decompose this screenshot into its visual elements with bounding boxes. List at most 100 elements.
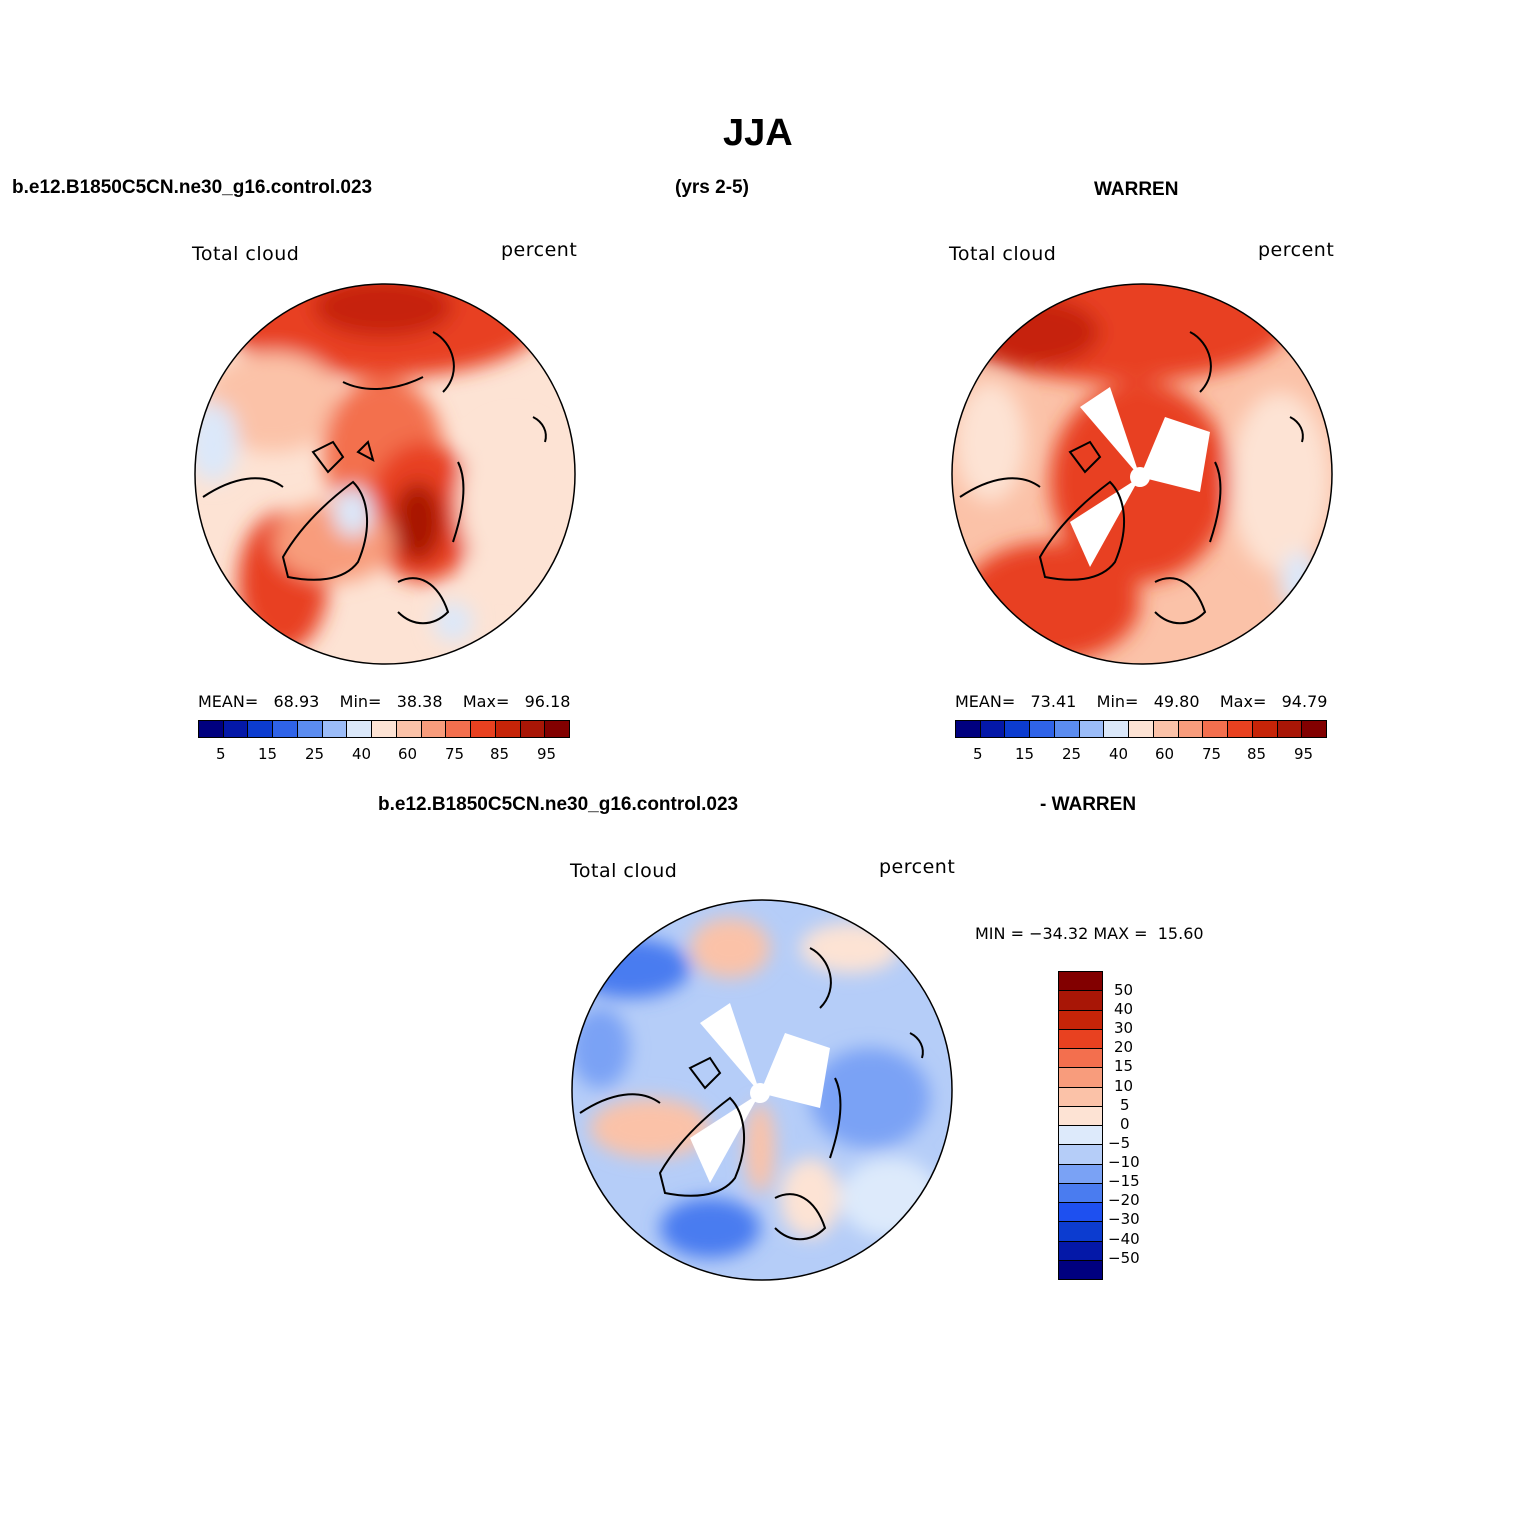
panel-model-stats: MEAN= 68.93 Min= 38.38 Max= 96.18: [198, 692, 570, 711]
colorbar-tick: 60: [398, 745, 418, 763]
colorbar-swatch: [1059, 991, 1102, 1011]
colorbar-swatch: [1059, 1010, 1102, 1030]
colorbar-swatch: [1059, 1029, 1102, 1049]
colorbar-swatch: [1203, 721, 1229, 737]
colorbar-tick: 25: [1062, 745, 1082, 763]
header-left-case: b.e12.B1850C5CN.ne30_g16.control.023: [12, 177, 373, 198]
colorbar-tick: −50: [1108, 1249, 1140, 1267]
colorbar-swatch: [1059, 1183, 1102, 1203]
panel-model-colorbar-ticks: 5 15 25 40 60 75 85 95: [198, 745, 570, 765]
colorbar-tick: 40: [352, 745, 372, 763]
colorbar-swatch: [1059, 1241, 1102, 1261]
colorbar-tick: 15: [1015, 745, 1035, 763]
colorbar-swatch: [1059, 1106, 1102, 1126]
colorbar-tick: −40: [1108, 1230, 1140, 1248]
diff-header-case: b.e12.B1850C5CN.ne30_g16.control.023: [378, 794, 739, 815]
header-years: (yrs 2-5): [675, 177, 749, 198]
colorbar-swatch: [1059, 1260, 1102, 1279]
colorbar-swatch: [471, 721, 496, 737]
colorbar-tick: 15: [258, 745, 278, 763]
diff-header-obs: - WARREN: [1040, 794, 1137, 815]
panel-obs-min-value: 49.80: [1153, 692, 1200, 711]
panel-model-variable: Total cloud: [192, 243, 300, 265]
panel-obs-stats: MEAN= 73.41 Min= 49.80 Max= 94.79: [955, 692, 1327, 711]
colorbar-tick: 95: [1294, 745, 1314, 763]
colorbar-tick: 20: [1114, 1038, 1134, 1056]
colorbar-swatch: [545, 721, 570, 737]
colorbar-tick: 10: [1114, 1077, 1134, 1095]
colorbar-tick: 40: [1109, 745, 1129, 763]
colorbar-tick: 85: [490, 745, 510, 763]
colorbar-swatch: [495, 721, 521, 737]
colorbar-swatch: [223, 721, 249, 737]
colorbar-tick: 5: [1120, 1096, 1130, 1114]
panel-model-min-value: 38.38: [396, 692, 443, 711]
panel-obs-max-label: Max=: [1219, 692, 1267, 711]
colorbar-swatch: [1059, 1126, 1102, 1146]
colorbar-swatch: [372, 721, 397, 737]
colorbar-swatch: [1277, 721, 1303, 737]
colorbar-tick: 60: [1155, 745, 1175, 763]
panel-obs-max-value: 94.79: [1281, 692, 1328, 711]
colorbar-tick: 75: [445, 745, 465, 763]
panel-diff-polar-map: [571, 899, 953, 1281]
colorbar-swatch: [199, 721, 224, 737]
colorbar-swatch: [1129, 721, 1154, 737]
colorbar-swatch: [396, 721, 422, 737]
panel-model-colorbar: [198, 720, 570, 738]
colorbar-swatch: [1030, 721, 1055, 737]
colorbar-swatch: [1104, 721, 1130, 737]
colorbar-swatch: [248, 721, 274, 737]
colorbar-tick: −5: [1108, 1134, 1131, 1152]
colorbar-swatch: [297, 721, 323, 737]
colorbar-tick: 75: [1202, 745, 1222, 763]
panel-model-polar-map: [194, 283, 576, 665]
panel-model-min-label: Min=: [339, 692, 382, 711]
colorbar-swatch: [1054, 721, 1080, 737]
colorbar-swatch: [1252, 721, 1278, 737]
colorbar-tick: 85: [1247, 745, 1267, 763]
colorbar-tick: 5: [973, 745, 983, 763]
panel-diff-colorbar-ticks: 50 40 30 20 15 10 5 0 −5 −10 −15 −20 −30…: [1108, 981, 1168, 1281]
colorbar-tick: 50: [1114, 981, 1134, 999]
panel-diff-units: percent: [879, 856, 956, 878]
colorbar-tick: −10: [1108, 1153, 1140, 1171]
panel-diff-minmax: MIN = −34.32 MAX = 15.60: [975, 924, 1204, 943]
panel-model-units: percent: [501, 239, 578, 261]
colorbar-swatch: [1059, 1145, 1102, 1165]
colorbar-tick: −30: [1108, 1210, 1140, 1228]
colorbar-tick: −20: [1108, 1191, 1140, 1209]
colorbar-swatch: [421, 721, 447, 737]
panel-model-max-value: 96.18: [524, 692, 571, 711]
colorbar-swatch: [1079, 721, 1105, 737]
colorbar-swatch: [1059, 1068, 1102, 1088]
panel-diff-variable: Total cloud: [570, 860, 678, 882]
colorbar-swatch: [1302, 721, 1327, 737]
panel-model-max-label: Max=: [462, 692, 510, 711]
panel-obs-mean-value: 73.41: [1030, 692, 1077, 711]
panel-obs-mean-label: MEAN=: [955, 692, 1016, 711]
colorbar-swatch: [1059, 1203, 1102, 1223]
panel-obs-colorbar-ticks: 5 15 25 40 60 75 85 95: [955, 745, 1327, 765]
colorbar-swatch: [1005, 721, 1031, 737]
colorbar-swatch: [1059, 1164, 1102, 1184]
header-obs: WARREN: [1094, 179, 1179, 200]
colorbar-swatch: [1228, 721, 1253, 737]
colorbar-tick: 95: [537, 745, 557, 763]
colorbar-swatch: [1059, 972, 1102, 992]
colorbar-swatch: [956, 721, 981, 737]
colorbar-tick: 5: [216, 745, 226, 763]
colorbar-swatch: [322, 721, 348, 737]
colorbar-swatch: [1178, 721, 1204, 737]
colorbar-tick: 30: [1114, 1019, 1134, 1037]
colorbar-tick: 0: [1120, 1115, 1130, 1133]
panel-obs-min-label: Min=: [1096, 692, 1139, 711]
colorbar-swatch: [347, 721, 373, 737]
colorbar-tick: −15: [1108, 1172, 1140, 1190]
panel-model-mean-value: 68.93: [273, 692, 320, 711]
panel-model-mean-label: MEAN=: [198, 692, 259, 711]
panel-obs-colorbar: [955, 720, 1327, 738]
colorbar-swatch: [1153, 721, 1179, 737]
colorbar-swatch: [1059, 1049, 1102, 1069]
colorbar-tick: 25: [305, 745, 325, 763]
